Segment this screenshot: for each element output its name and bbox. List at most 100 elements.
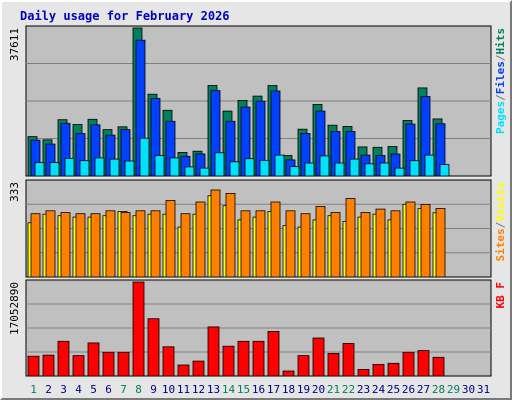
bar-sites <box>255 210 266 278</box>
bar-sites <box>375 208 386 278</box>
x-tick-label: 13 <box>207 383 220 396</box>
x-tick-label: 23 <box>357 383 370 396</box>
bar-kb-f <box>327 352 340 377</box>
bar-sites <box>75 213 86 278</box>
bar-pages <box>154 155 165 177</box>
x-tick-label: 20 <box>312 383 325 396</box>
bar-pages <box>229 161 240 177</box>
bar-pages <box>424 154 435 177</box>
bar-kb-f <box>177 364 190 377</box>
bar-sites <box>120 212 131 278</box>
bar-pages <box>274 154 285 177</box>
legend: KB F <box>494 282 507 309</box>
bar-pages <box>394 167 405 177</box>
bar-pages <box>49 162 60 177</box>
bar-sites <box>285 210 296 278</box>
y-max-label: 333 <box>8 182 21 202</box>
bar-sites <box>150 210 161 278</box>
legend: Sites/Visits <box>494 182 507 262</box>
bar-sites <box>45 210 56 278</box>
bar-pages <box>289 166 300 177</box>
bar-pages <box>214 152 225 177</box>
x-tick-label: 25 <box>387 383 400 396</box>
bar-sites <box>225 192 236 278</box>
bar-kb-f <box>132 281 145 377</box>
bar-kb-f <box>27 355 40 377</box>
bar-sites <box>60 212 71 278</box>
x-tick-label: 8 <box>135 383 142 396</box>
legend-item: Pages <box>494 101 507 134</box>
x-tick-label: 18 <box>282 383 295 396</box>
x-tick-label: 15 <box>237 383 250 396</box>
legend-item: / <box>494 94 507 101</box>
bar-kb-f <box>297 355 310 377</box>
bar-pages <box>199 167 210 177</box>
bar-sites <box>300 213 311 278</box>
bar-sites <box>135 210 146 278</box>
bar-pages <box>184 166 195 177</box>
bar-pages <box>259 159 270 177</box>
bar-sites <box>390 210 401 278</box>
bar-kb-f <box>402 351 415 377</box>
panel-2: 333 Sites/Visits <box>8 179 507 278</box>
x-tick-label: 22 <box>342 383 355 396</box>
x-tick-label: 5 <box>90 383 97 396</box>
bar-pages <box>364 163 375 177</box>
x-tick-label: 29 <box>447 383 460 396</box>
x-tick-label: 12 <box>192 383 205 396</box>
bar-pages <box>109 158 120 177</box>
legend: Pages/Files/Hits <box>494 28 507 134</box>
bar-pages <box>409 160 420 177</box>
x-tick-label: 7 <box>120 383 127 396</box>
chart-title: Daily usage for February 2026 <box>20 9 230 23</box>
x-tick-label: 26 <box>402 383 415 396</box>
bar-pages <box>379 162 390 177</box>
bar-kb-f <box>192 360 205 377</box>
bar-kb-f <box>222 345 235 377</box>
bar-sites <box>330 212 341 278</box>
x-tick-label: 27 <box>417 383 430 396</box>
bar-pages <box>319 155 330 177</box>
legend-item: Hits <box>494 28 507 55</box>
legend-item: Visits <box>494 182 507 222</box>
x-tick-label: 1 <box>30 383 37 396</box>
bar-sites <box>270 201 281 278</box>
bar-kb-f <box>162 346 175 377</box>
bar-sites <box>315 206 326 278</box>
legend-item: Files <box>494 61 507 94</box>
bar-sites <box>420 204 431 278</box>
bar-sites <box>345 198 356 278</box>
x-tick-label: 11 <box>177 383 190 396</box>
bar-kb-f <box>57 340 70 377</box>
x-tick-label: 24 <box>372 383 386 396</box>
bar-pages <box>304 162 315 177</box>
bar-sites <box>240 210 251 278</box>
bar-sites <box>105 210 116 278</box>
panel-3: 17052890 KB F <box>8 279 507 377</box>
legend-item: / <box>494 221 507 228</box>
bar-kb-f <box>252 340 265 377</box>
bar-pages <box>64 157 75 177</box>
x-tick-label: 21 <box>327 383 340 396</box>
bar-sites <box>210 189 221 278</box>
bar-sites <box>165 200 176 278</box>
x-tick-label: 10 <box>162 383 175 396</box>
bar-kb-f <box>357 368 370 377</box>
bar-kb-f <box>267 330 280 377</box>
bar-pages <box>124 160 135 177</box>
bar-kb-f <box>117 351 130 377</box>
bar-pages <box>349 158 360 177</box>
x-tick-label: 3 <box>60 383 67 396</box>
bar-pages <box>439 164 450 177</box>
bar-sites <box>180 213 191 278</box>
bar-pages <box>79 160 90 177</box>
bar-sites <box>360 212 371 278</box>
legend-item: / <box>494 54 507 61</box>
legend-item: KB <box>494 295 507 309</box>
y-max-label: 17052890 <box>8 282 21 335</box>
x-tick-label: 16 <box>252 383 265 396</box>
x-tick-label: 9 <box>150 383 157 396</box>
bar-kb-f <box>372 363 385 377</box>
